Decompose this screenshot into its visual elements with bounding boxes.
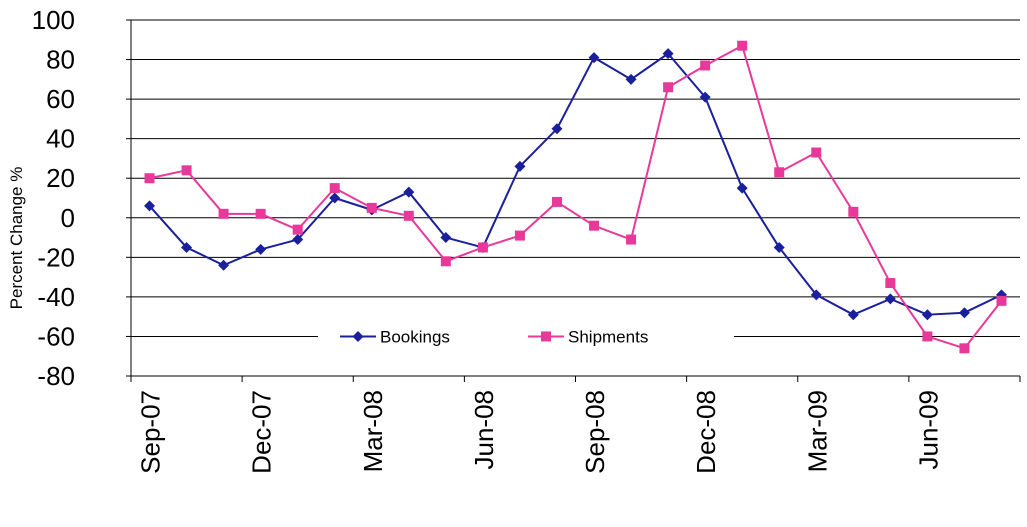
- data-point: [551, 123, 563, 135]
- data-point: [514, 160, 526, 172]
- data-point: [292, 234, 304, 246]
- data-point: [625, 73, 637, 85]
- data-point: [440, 232, 452, 244]
- series-line-shipments: [149, 44, 1003, 350]
- data-point: [700, 60, 711, 71]
- data-point: [588, 52, 600, 64]
- data-point: [921, 309, 933, 321]
- legend-label: Shipments: [568, 327, 648, 346]
- data-point: [810, 289, 822, 301]
- data-point: [589, 220, 600, 231]
- y-tick-label: -40: [37, 282, 75, 312]
- data-point: [774, 167, 785, 178]
- data-point: [773, 241, 785, 253]
- legend-marker: [541, 331, 551, 342]
- x-tick-label: Dec-08: [691, 390, 721, 474]
- x-tick-label: Sep-07: [136, 390, 166, 474]
- y-tick-label: 60: [46, 84, 75, 114]
- legend-item-bookings: Bookings: [340, 327, 450, 346]
- legend-item-shipments: Shipments: [528, 327, 648, 346]
- gridlines: [131, 19, 1020, 337]
- data-point: [329, 183, 340, 194]
- data-point: [958, 307, 970, 319]
- x-tick-label: Jun-09: [913, 390, 943, 470]
- data-point: [181, 241, 193, 253]
- data-point: [440, 256, 451, 267]
- data-point: [884, 293, 896, 305]
- x-tick-label: Mar-09: [802, 390, 832, 472]
- data-point: [144, 173, 155, 184]
- x-tick-label: Dec-07: [247, 390, 277, 474]
- y-tick-label: 0: [61, 203, 75, 233]
- y-tick-label: 20: [46, 163, 75, 193]
- data-point: [811, 147, 822, 158]
- data-point: [329, 192, 341, 204]
- data-point: [663, 82, 674, 93]
- data-point: [847, 309, 859, 321]
- data-point: [699, 91, 711, 103]
- data-point: [292, 224, 303, 235]
- data-point: [255, 243, 267, 255]
- data-point: [181, 165, 192, 176]
- data-point: [737, 40, 748, 51]
- series-shipments: [144, 40, 1007, 354]
- data-point: [218, 259, 230, 271]
- series-bookings: [144, 48, 1007, 321]
- data-point: [477, 242, 488, 253]
- y-tick-label: 40: [46, 124, 75, 154]
- data-point: [662, 48, 674, 60]
- data-point: [959, 343, 970, 354]
- x-tick-label: Mar-08: [358, 390, 388, 472]
- x-tick-label: Jun-08: [469, 390, 499, 470]
- data-point: [218, 208, 229, 219]
- y-tick-label: 100: [32, 5, 75, 35]
- data-point: [144, 200, 156, 212]
- legend-background: [318, 322, 734, 351]
- y-tick-label: -20: [37, 242, 75, 272]
- data-point: [736, 182, 748, 194]
- y-tick-label: -80: [37, 361, 75, 391]
- data-point: [403, 210, 414, 221]
- y-axis-ticks: -80 -60 -40 -20 0 20 40 60 80 100: [32, 5, 131, 391]
- data-point: [366, 202, 377, 213]
- series-line-bookings: [148, 52, 1002, 316]
- data-point: [551, 196, 562, 207]
- data-point: [626, 234, 637, 245]
- data-point: [255, 208, 266, 219]
- data-point: [514, 230, 525, 241]
- legend: Bookings Shipments: [318, 322, 734, 351]
- data-point: [848, 206, 859, 217]
- data-point: [403, 186, 415, 198]
- data-point: [922, 331, 933, 342]
- y-tick-label: 80: [46, 45, 75, 75]
- data-point: [885, 278, 896, 289]
- y-axis-title: Percent Change %: [7, 167, 26, 310]
- x-axis-ticks: Sep-07 Dec-07 Mar-08 Jun-08 Sep-08 Dec-08 Mar-…: [130, 376, 1021, 474]
- y-tick-label: -60: [37, 321, 75, 351]
- data-point: [996, 295, 1007, 306]
- legend-marker: [352, 330, 364, 342]
- x-tick-label: Sep-08: [580, 390, 610, 474]
- legend-label: Bookings: [380, 327, 450, 346]
